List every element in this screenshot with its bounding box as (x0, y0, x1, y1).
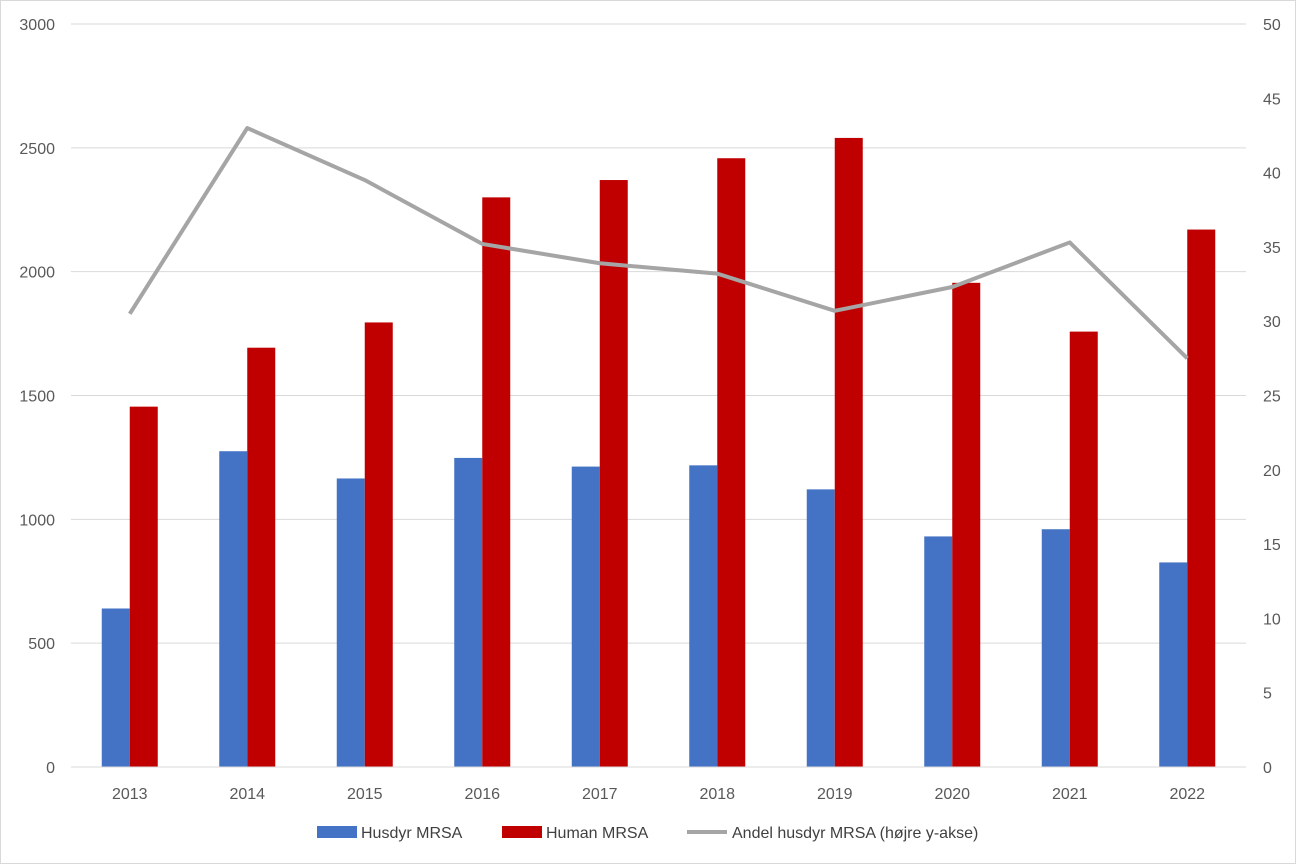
x-tick-label: 2020 (934, 786, 970, 803)
andel-husdyr-line (130, 128, 1188, 358)
left-y-tick-label: 2500 (19, 141, 55, 158)
x-tick-label: 2022 (1169, 786, 1205, 803)
right-y-tick-label: 35 (1263, 240, 1281, 257)
human-mrsa-bar (717, 158, 745, 767)
x-tick-label: 2019 (817, 786, 853, 803)
right-y-tick-label: 25 (1263, 389, 1281, 406)
x-tick-label: 2013 (112, 786, 148, 803)
right-y-tick-label: 20 (1263, 463, 1281, 480)
x-tick-label: 2016 (464, 786, 500, 803)
human-mrsa-bar (1187, 230, 1215, 767)
legend-swatch (317, 826, 357, 838)
right-y-tick-label: 0 (1263, 760, 1272, 777)
legend-label: Husdyr MRSA (361, 825, 463, 842)
left-y-tick-label: 500 (28, 636, 55, 653)
x-tick-label: 2021 (1052, 786, 1088, 803)
x-tick-label: 2018 (699, 786, 735, 803)
human-mrsa-bar (482, 197, 510, 767)
right-y-tick-label: 45 (1263, 91, 1281, 108)
human-mrsa-bar (952, 283, 980, 767)
left-y-tick-label: 3000 (19, 17, 55, 34)
x-tick-label: 2015 (347, 786, 383, 803)
x-tick-label: 2014 (229, 786, 265, 803)
share-line (130, 128, 1188, 359)
left-y-tick-label: 1500 (19, 389, 55, 406)
husdyr-mrsa-bar (689, 465, 717, 767)
human-mrsa-bar (1070, 332, 1098, 767)
right-y-tick-label: 50 (1263, 17, 1281, 34)
right-y-tick-label: 5 (1263, 686, 1272, 703)
husdyr-mrsa-bar (1042, 529, 1070, 767)
husdyr-mrsa-bar (337, 478, 365, 767)
left-y-tick-label: 0 (46, 760, 55, 777)
husdyr-mrsa-bar (454, 458, 482, 767)
human-mrsa-bar (130, 407, 158, 767)
husdyr-mrsa-bar (219, 451, 247, 767)
husdyr-mrsa-bar (807, 489, 835, 767)
left-y-tick-label: 1000 (19, 512, 55, 529)
legend: Husdyr MRSA Human MRSA Andel husdyr MRSA (… (317, 825, 978, 842)
legend-label: Human MRSA (546, 825, 649, 842)
husdyr-mrsa-bar (1159, 562, 1187, 767)
human-mrsa-bar (600, 180, 628, 767)
husdyr-mrsa-bar (572, 467, 600, 767)
husdyr-mrsa-bar (102, 608, 130, 767)
husdyr-mrsa-bar (924, 536, 952, 767)
right-y-tick-label: 40 (1263, 166, 1281, 183)
human-mrsa-bar (365, 322, 393, 767)
right-y-tick-label: 10 (1263, 611, 1281, 628)
right-y-tick-label: 15 (1263, 537, 1281, 554)
x-tick-label: 2017 (582, 786, 618, 803)
bars (102, 138, 1216, 767)
legend-label: Andel husdyr MRSA (højre y-akse) (732, 825, 978, 842)
human-mrsa-bar (835, 138, 863, 767)
right-y-tick-label: 30 (1263, 314, 1281, 331)
legend-swatch (502, 826, 542, 838)
left-y-tick-label: 2000 (19, 265, 55, 282)
human-mrsa-bar (247, 348, 275, 767)
